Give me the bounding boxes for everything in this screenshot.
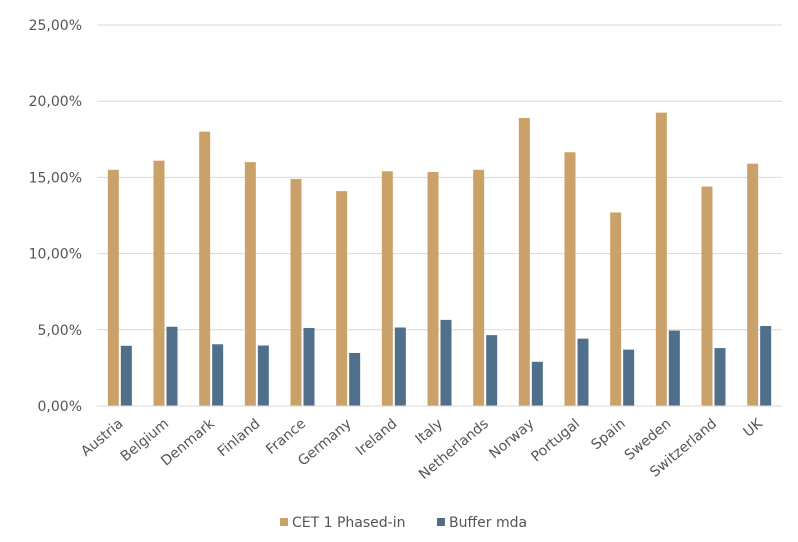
x-category-label: Spain xyxy=(588,416,628,453)
bar-buffer-mda-denmark xyxy=(212,344,224,406)
bar-cet1-phased-in-france xyxy=(290,178,302,406)
legend-label-buffer-mda: Buffer mda xyxy=(449,515,527,531)
y-tick-label: 15,00% xyxy=(29,170,82,186)
bar-buffer-mda-france xyxy=(303,327,315,406)
bar-buffer-mda-finland xyxy=(257,345,269,406)
bar-buffer-mda-austria xyxy=(120,345,132,406)
bar-buffer-mda-belgium xyxy=(166,326,178,406)
bar-cet1-phased-in-finland xyxy=(244,162,256,406)
legend: CET 1 Phased-in Buffer mda xyxy=(280,515,527,531)
bar-buffer-mda-switzerland xyxy=(714,348,726,406)
bar-cet1-phased-in-switzerland xyxy=(701,186,713,406)
bar-cet1-phased-in-germany xyxy=(336,191,348,406)
legend-swatch-cet1-phased-in xyxy=(280,518,288,526)
x-category-label: Portugal xyxy=(528,416,583,466)
bar-buffer-mda-spain xyxy=(623,349,635,406)
x-category-label: UK xyxy=(741,415,767,440)
bar-cet1-phased-in-spain xyxy=(610,212,622,406)
bar-cet1-phased-in-norway xyxy=(518,117,530,407)
bar-buffer-mda-germany xyxy=(349,352,361,406)
bar-buffer-mda-netherlands xyxy=(486,335,498,406)
legend-label-cet1-phased-in: CET 1 Phased-in xyxy=(292,515,405,531)
bar-cet1-phased-in-netherlands xyxy=(473,169,485,406)
bar-buffer-mda-uk xyxy=(760,325,772,406)
y-tick-label: 25,00% xyxy=(29,18,82,34)
bar-cet1-phased-in-belgium xyxy=(153,160,165,406)
bar-cet1-phased-in-italy xyxy=(427,172,439,406)
bar-cet1-phased-in-portugal xyxy=(564,152,576,406)
y-tick-label: 5,00% xyxy=(38,323,82,339)
bar-cet1-phased-in-ireland xyxy=(381,171,393,406)
bar-buffer-mda-italy xyxy=(440,319,452,406)
y-tick-label: 20,00% xyxy=(29,94,82,110)
y-axis-tick-labels: 0,00% 5,00% 10,00% 15,00% 20,00% 25,00% xyxy=(29,18,82,415)
bar-cet1-phased-in-sweden xyxy=(655,112,667,406)
bar-buffer-mda-portugal xyxy=(577,338,589,406)
bars xyxy=(107,112,772,407)
bar-buffer-mda-norway xyxy=(531,361,543,406)
y-tick-label: 10,00% xyxy=(29,247,82,263)
bar-buffer-mda-sweden xyxy=(668,330,680,406)
y-tick-label: 0,00% xyxy=(38,399,82,415)
gridlines xyxy=(97,24,782,331)
bar-cet1-phased-in-denmark xyxy=(199,131,211,406)
x-category-label: Ireland xyxy=(353,416,400,459)
bar-cet1-phased-in-austria xyxy=(107,169,119,406)
bar-cet1-phased-in-uk xyxy=(747,163,759,406)
legend-swatch-buffer-mda xyxy=(437,518,445,526)
x-category-label: Italy xyxy=(413,416,447,448)
x-category-label: Finland xyxy=(215,416,264,460)
bar-buffer-mda-ireland xyxy=(394,327,406,406)
